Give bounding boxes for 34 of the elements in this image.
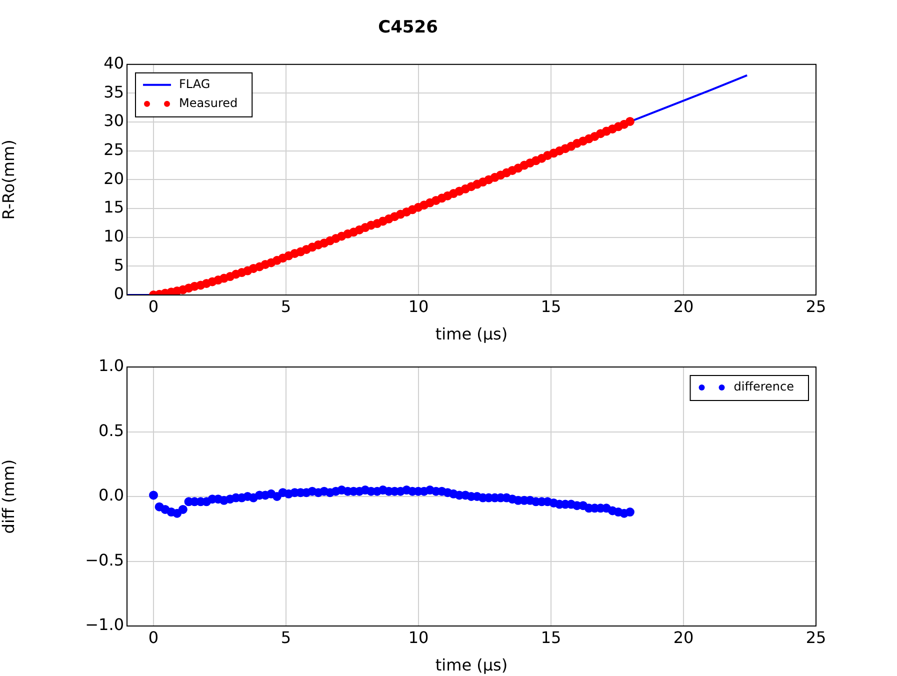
legend-label: difference	[734, 380, 794, 394]
y-tick-label: 1.0	[98, 356, 124, 376]
y-axis-title: R-Ro(mm)	[0, 140, 18, 220]
x-tick-label: 5	[280, 628, 292, 647]
x-tick-label: 10	[408, 296, 429, 316]
x-tick-label: 10	[408, 628, 429, 647]
x-tick-label: 20	[673, 296, 694, 316]
x-tick-label: 15	[540, 296, 562, 316]
y-tick-label: 0.5	[98, 420, 124, 440]
y-tick-label: −1.0	[85, 615, 124, 634]
x-tick-label: 20	[673, 628, 694, 647]
x-tick-label: 25	[806, 628, 826, 647]
y-tick-label: 40	[104, 54, 124, 73]
y-tick-label: 20	[104, 168, 124, 188]
x-tick-label: 0	[148, 628, 159, 647]
y-tick-label: 15	[104, 198, 124, 217]
legend-label: FLAG	[179, 77, 210, 92]
y-tick-label: 35	[104, 82, 124, 102]
y-tick-label: 0	[114, 284, 124, 304]
y-tick-label: 5	[114, 255, 124, 274]
x-tick-label: 5	[280, 296, 292, 316]
y-tick-label: 30	[104, 111, 124, 130]
y-tick-label: −0.5	[85, 550, 124, 570]
x-axis-title: time (μs)	[435, 656, 508, 675]
y-axis-title: diff (mm)	[0, 459, 18, 534]
x-tick-label: 25	[806, 296, 826, 316]
y-tick-label: 10	[104, 226, 124, 246]
y-tick-label: 0.0	[98, 486, 124, 505]
x-axis-title: time (μs)	[435, 324, 508, 344]
x-tick-label: 0	[148, 296, 159, 316]
y-tick-label: 25	[104, 140, 124, 160]
x-tick-label: 15	[540, 628, 562, 647]
chart-title: C4526	[378, 18, 438, 38]
legend-label: Measured	[179, 96, 238, 110]
